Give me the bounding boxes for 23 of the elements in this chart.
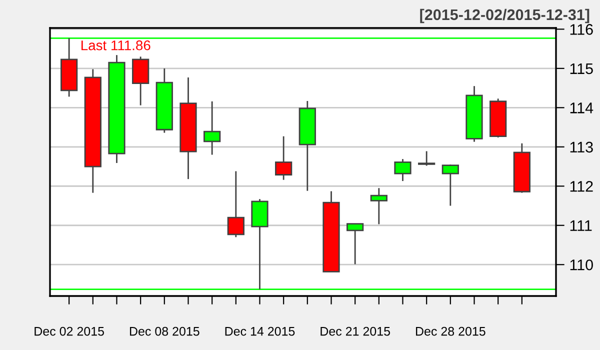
y-tick-label: 112 <box>570 181 593 192</box>
x-tick-label: Dec 14 2015 <box>225 326 295 336</box>
candlestick <box>418 150 436 166</box>
candlestick <box>370 187 388 225</box>
x-tick-label: Dec 28 2015 <box>416 326 486 336</box>
chart-title: [2015-12-02/2015-12-31] <box>420 8 590 24</box>
candlestick <box>442 164 459 206</box>
y-tick-label: 111 <box>570 220 592 231</box>
candlestick <box>227 170 244 238</box>
candlestick <box>204 100 221 156</box>
candlestick <box>132 56 150 106</box>
y-tick-label: 114 <box>570 102 594 114</box>
y-tick-label: 116 <box>570 24 593 35</box>
x-tick-label: Dec 21 2015 <box>320 326 390 336</box>
candlestick <box>346 223 364 265</box>
annotation: Last 111.86 <box>82 40 150 50</box>
x-tick-label: Dec 02 2015 <box>34 326 104 336</box>
y-tick-label: 113 <box>570 142 593 153</box>
y-tick-label: 115 <box>570 63 593 74</box>
x-tick-label: Dec 08 2015 <box>130 326 200 336</box>
y-tick-label: 110 <box>570 259 593 270</box>
candlestick <box>275 136 292 181</box>
candlestick <box>394 158 412 182</box>
